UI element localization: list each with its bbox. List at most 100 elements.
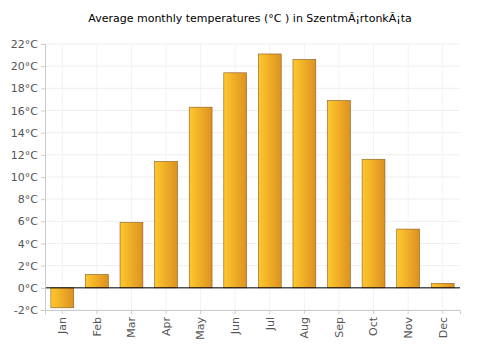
tick-mark (131, 310, 132, 314)
tick-label: 10°C (11, 171, 38, 184)
bar (224, 73, 247, 288)
tick-label: Mar (125, 317, 138, 338)
tick: Jul (264, 310, 277, 331)
tick-label: 8°C (18, 193, 38, 206)
tick-label: 12°C (11, 149, 38, 162)
tick: 6°C (18, 215, 45, 228)
grid-line (45, 199, 460, 200)
tick-label: Apr (160, 317, 173, 337)
tick: 16°C (11, 105, 45, 118)
tick: 0°C (18, 282, 45, 295)
grid-line (45, 154, 460, 155)
grid-line (45, 66, 460, 67)
tick-label: 0°C (18, 282, 38, 295)
grid-line (45, 287, 460, 288)
axis-line (46, 311, 461, 315)
grid-line (45, 221, 460, 222)
grid (45, 44, 460, 310)
bar (51, 288, 74, 308)
grid-line (62, 44, 63, 310)
bar (189, 107, 212, 288)
tick-mark (41, 266, 45, 267)
tick-mark (166, 310, 167, 314)
tick-mark (200, 310, 201, 314)
tick-label: Nov (402, 317, 415, 339)
tick-label: Sep (333, 317, 346, 338)
tick-mark (41, 288, 45, 289)
bar (362, 159, 385, 288)
tick-mark (41, 199, 45, 200)
tick-mark (62, 310, 63, 314)
tick-label: 20°C (11, 60, 38, 73)
plot: -2°C 0°C 2°C 4°C 6°C 8°C 10°C 12°C 14°C 16°C 18°C 2… (11, 38, 461, 340)
bar (397, 229, 420, 288)
tick-label: Jan (56, 317, 69, 335)
tick: Aug (298, 310, 311, 338)
bar (155, 161, 178, 287)
tick: 2°C (18, 260, 45, 273)
tick-label: Jul (264, 317, 277, 331)
grid-line (442, 44, 443, 310)
tick-label: May (194, 317, 207, 340)
tick-mark (41, 155, 45, 156)
tick-label: Jun (229, 317, 242, 335)
tick-label: 2°C (18, 260, 38, 273)
tick: 8°C (18, 193, 45, 206)
bars (51, 54, 454, 308)
grid-line (45, 44, 460, 45)
tick-label: Aug (298, 317, 311, 338)
tick: 12°C (11, 149, 45, 162)
axis-line (41, 45, 46, 311)
tick: 4°C (18, 238, 45, 251)
tick-mark (304, 310, 305, 314)
tick: -2°C (14, 304, 45, 317)
tick: May (194, 310, 207, 340)
grid-line (45, 110, 460, 111)
tick: Jan (56, 310, 69, 335)
tick-label: 16°C (11, 105, 38, 118)
tick-label: 14°C (11, 127, 38, 140)
tick-label: Oct (367, 316, 380, 336)
tick-label: -2°C (14, 304, 38, 317)
bar (258, 54, 281, 288)
tick: 10°C (11, 171, 45, 184)
tick: Mar (125, 310, 138, 338)
tick-mark (408, 310, 409, 314)
bar (85, 275, 108, 288)
y-axis: -2°C 0°C 2°C 4°C 6°C 8°C 10°C 12°C 14°C 16°C 18°C 2… (11, 38, 46, 317)
tick-mark (41, 221, 45, 222)
tick-mark (269, 310, 270, 314)
tick-mark (41, 310, 45, 311)
tick-mark (41, 44, 45, 45)
zero-line (45, 287, 460, 288)
tick-label: 18°C (11, 82, 38, 95)
tick: 22°C (11, 38, 45, 51)
tick-label: 4°C (18, 238, 38, 251)
tick: Oct (367, 310, 380, 336)
tick-mark (41, 88, 45, 89)
tick-mark (41, 111, 45, 112)
tick: 14°C (11, 127, 45, 140)
tick-label: Dec (437, 317, 450, 338)
title: Average monthly temperatures (°C ) in Sz… (88, 12, 411, 25)
tick-mark (96, 310, 97, 314)
tick: 18°C (11, 82, 45, 95)
bar (120, 222, 143, 287)
tick-mark (41, 66, 45, 67)
tick: Dec (437, 310, 450, 338)
grid-line (96, 44, 97, 310)
x-axis: Jan Feb Mar Apr May Jun Jul Aug Sep Oct Nov Dec (46, 310, 461, 340)
tick-mark (41, 133, 45, 134)
tick: Nov (402, 310, 415, 338)
tick: Feb (91, 310, 104, 336)
tick-mark (373, 310, 374, 314)
tick-mark (338, 310, 339, 314)
tick-mark (235, 310, 236, 314)
bar (293, 60, 316, 288)
tick: 20°C (11, 60, 45, 73)
tick: Apr (160, 310, 173, 336)
tick-mark (442, 310, 443, 314)
tick: Jun (229, 310, 242, 335)
chart: -2°C 0°C 2°C 4°C 6°C 8°C 10°C 12°C 14°C 16°C 18°C 2… (0, 0, 500, 350)
grid-line (45, 132, 460, 133)
